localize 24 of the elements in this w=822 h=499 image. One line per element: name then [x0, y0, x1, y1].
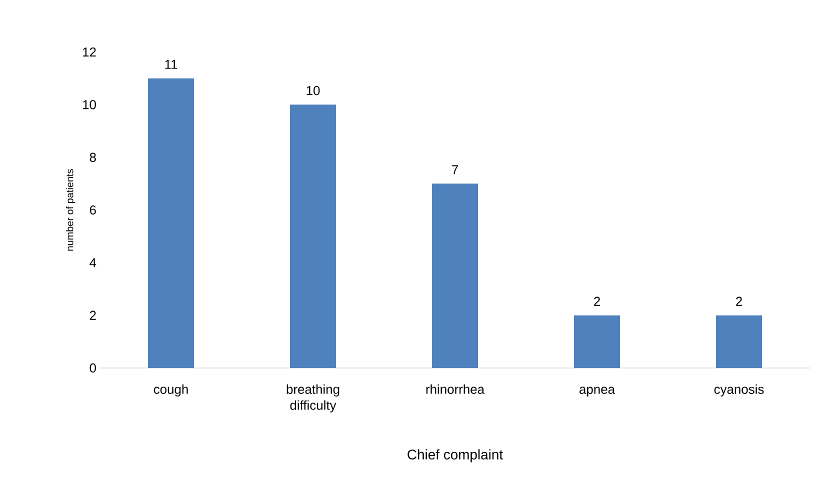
bar [148, 78, 194, 368]
data-label: 2 [594, 296, 600, 306]
y-tick-label: 6 [90, 205, 96, 215]
bar [432, 184, 478, 368]
x-tick-label: cyanosis [714, 384, 764, 396]
y-tick-label: 8 [90, 152, 96, 162]
x-tick-label: apnea [580, 386, 616, 396]
y-tick-label: 0 [90, 363, 96, 373]
bar [290, 104, 336, 368]
y-axis-title: number of patients [66, 169, 76, 251]
x-tick-label: rhinorrhea [426, 384, 485, 394]
data-label: 7 [452, 165, 458, 174]
y-tick-label: 10 [83, 100, 96, 110]
y-tick-label: 4 [90, 258, 96, 268]
data-label: 10 [306, 86, 320, 96]
x-axis-title: Chief complaint [408, 449, 503, 462]
data-label: 2 [736, 296, 742, 306]
y-tick-label: 12 [83, 47, 96, 57]
bar [574, 315, 620, 368]
x-tick-label: cough [154, 384, 188, 396]
y-tick-label: 2 [90, 310, 96, 320]
bar [716, 315, 762, 368]
x-tick-label: breathing difficulty [286, 384, 340, 412]
data-label: 11 [165, 60, 178, 69]
